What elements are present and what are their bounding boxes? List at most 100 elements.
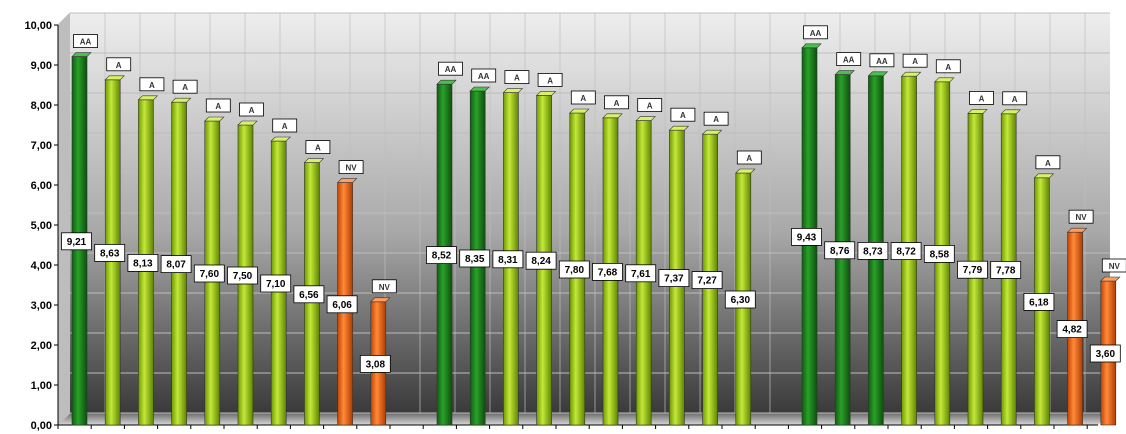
class-label: AA	[80, 38, 92, 47]
value-label: 8,76	[830, 246, 850, 257]
value-labels: AA9,21A8,63A8,13A8,07A7,60A7,50A7,10A6,5…	[61, 25, 1126, 373]
class-label-box	[836, 52, 862, 66]
class-label: NV	[379, 283, 391, 292]
class-label: A	[614, 99, 620, 108]
gridline-side	[57, 412, 71, 426]
class-label: A	[215, 102, 221, 111]
class-label-box	[935, 59, 961, 74]
bar-top	[569, 108, 590, 114]
value-label-box	[227, 266, 258, 285]
value-label-box	[890, 242, 922, 261]
class-label-box	[73, 34, 98, 48]
value-label: 8,58	[930, 249, 950, 260]
class-label: A	[282, 122, 288, 131]
gridline-side	[57, 132, 71, 146]
class-label: A	[514, 74, 520, 83]
value-label: 7,50	[233, 271, 253, 282]
value-label: 7,60	[200, 269, 220, 280]
y-tick-label: 2,00	[31, 340, 52, 352]
class-label-box	[139, 77, 165, 92]
class-label: A	[945, 63, 951, 72]
value-label-box	[127, 253, 159, 272]
bar-top	[336, 178, 358, 183]
class-label: A	[580, 94, 586, 103]
class-label: A	[1045, 159, 1051, 168]
class-label-box	[736, 150, 762, 165]
value-label: 8,72	[896, 247, 916, 258]
bar-top	[303, 158, 325, 163]
bar-top	[137, 95, 159, 101]
y-tick-label: 9,00	[31, 60, 52, 72]
value-label-box	[1056, 320, 1088, 339]
class-label-box	[1068, 209, 1094, 224]
class-label: A	[149, 81, 155, 90]
value-label: 6,18	[1029, 297, 1049, 308]
class-label-box	[305, 140, 331, 155]
class-label: AA	[810, 29, 822, 38]
value-label: 7,79	[963, 265, 983, 276]
bar-top	[801, 43, 822, 49]
value-label-box	[923, 244, 955, 263]
value-label-box	[558, 260, 590, 279]
class-label: A	[249, 106, 255, 115]
bar-top	[71, 52, 92, 57]
class-label: A	[979, 94, 985, 103]
class-label-box	[670, 107, 696, 122]
value-label-box	[94, 243, 126, 262]
value-label-box	[1023, 292, 1055, 311]
value-label: 8,52	[432, 251, 452, 262]
bar-top	[237, 120, 258, 126]
class-label-box	[272, 118, 298, 133]
class-label: A	[912, 57, 918, 66]
value-label: 7,68	[598, 267, 618, 278]
value-label: 8,07	[166, 260, 186, 271]
class-label-box	[239, 102, 264, 117]
value-label-box	[824, 241, 856, 260]
bar-top	[104, 75, 125, 81]
class-label-box	[537, 73, 563, 87]
class-label: NV	[1109, 262, 1121, 271]
y-tick-label: 5,00	[31, 220, 52, 232]
y-tick-label: 1,00	[31, 380, 52, 392]
gridline-side	[57, 12, 71, 26]
class-label-box	[869, 53, 895, 68]
class-label-box	[803, 25, 828, 40]
class-label: NV	[1076, 213, 1088, 222]
class-label: A	[315, 144, 321, 153]
class-label-box	[902, 53, 928, 68]
value-label: 3,60	[1096, 349, 1116, 360]
class-label: AA	[876, 57, 888, 66]
value-label: 8,31	[498, 255, 518, 266]
bar-top	[900, 71, 922, 77]
class-label-box	[637, 98, 663, 112]
y-tick-label: 8,00	[31, 100, 52, 112]
bar-top	[867, 71, 889, 77]
class-label: AA	[843, 56, 855, 65]
value-label: 7,80	[565, 265, 585, 276]
class-label-box	[471, 68, 497, 83]
value-label: 8,24	[531, 256, 551, 267]
gridline-side	[57, 372, 71, 386]
value-label-box	[957, 260, 988, 279]
value-label-box	[1089, 344, 1121, 363]
value-label: 8,13	[133, 258, 153, 269]
bar-top	[701, 129, 723, 135]
bar-top	[1033, 173, 1055, 179]
bar-top	[436, 79, 457, 85]
value-label-box	[193, 264, 225, 283]
y-tick-label: 10,00	[24, 20, 52, 32]
bar-top	[834, 70, 855, 75]
class-label-box	[1035, 155, 1061, 170]
bar-top	[270, 136, 291, 142]
class-label: A	[746, 154, 752, 163]
class-label-box	[338, 160, 364, 175]
class-label-box	[703, 111, 729, 126]
value-label-box	[625, 264, 657, 283]
class-label-box	[969, 91, 994, 105]
bar-top	[502, 88, 524, 93]
y-tick-label: 6,00	[31, 180, 52, 192]
class-label: AA	[445, 65, 457, 74]
value-label-box	[459, 249, 491, 268]
bar-top	[602, 113, 623, 119]
